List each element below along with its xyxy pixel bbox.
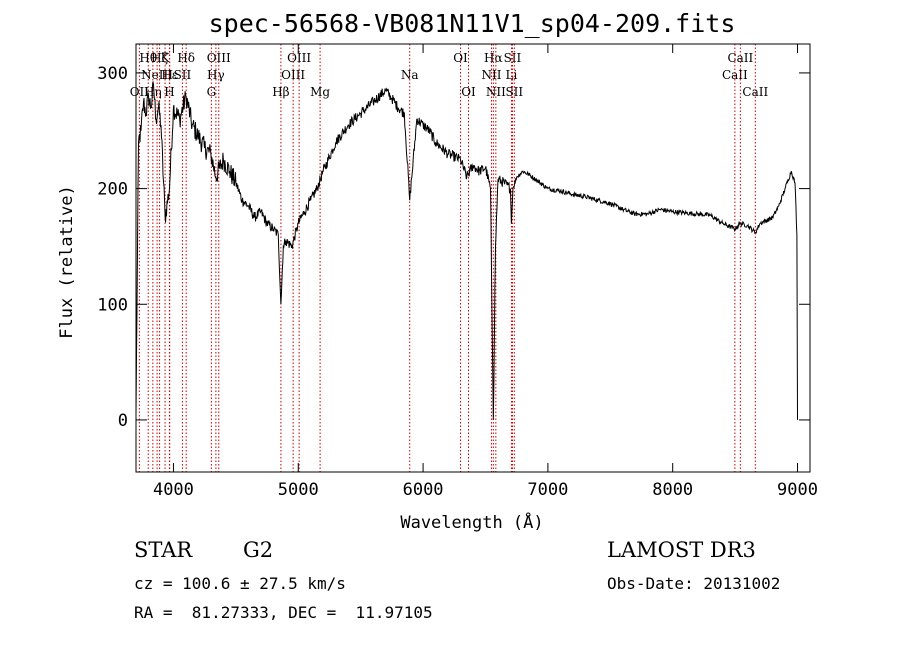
object-class: STAR: [134, 538, 193, 562]
y-tick-label: 100: [97, 295, 128, 315]
line-marker-label: CaII: [727, 51, 753, 65]
line-marker-label: OIII: [207, 51, 231, 65]
line-marker-label: OI: [453, 51, 468, 65]
line-marker-label: OIII: [287, 51, 311, 65]
spectral-line-markers: OIIHθHηNeIIIHζKHεHSIIHδGHγOIIIHβOIIIOIII…: [130, 44, 768, 472]
line-marker-label: Na: [401, 68, 419, 82]
spectrum-series: [135, 81, 798, 420]
survey-name: LAMOST DR3: [607, 538, 756, 562]
spectrum-line: [135, 81, 798, 420]
line-marker-label: Hγ: [207, 68, 225, 82]
line-marker-label: Li: [506, 68, 518, 82]
plot-frame: [135, 43, 811, 473]
line-marker-label: NII: [481, 68, 501, 82]
x-tick-label: 7000: [527, 480, 568, 500]
x-tick-label: 6000: [403, 480, 444, 500]
line-marker-label: K: [161, 51, 171, 65]
x-axis-label: Wavelength (Å): [400, 511, 543, 533]
redshift-text: cz = 100.6 ± 27.5 km/s: [134, 574, 346, 593]
line-marker-label: Mg: [310, 85, 330, 99]
y-tick-label: 0: [118, 411, 128, 431]
line-marker-label: Hε: [161, 68, 178, 82]
line-marker-label: SII: [505, 85, 523, 99]
line-marker-label: OIII: [281, 68, 305, 82]
line-marker-label: Hβ: [272, 85, 289, 99]
line-marker-label: CaII: [722, 68, 748, 82]
line-marker-label: Hδ: [177, 51, 195, 65]
line-marker-label: Hα: [484, 51, 503, 65]
line-marker-label: Hζ: [151, 51, 168, 65]
line-marker-label: NII: [486, 85, 506, 99]
x-tick-label: 8000: [652, 480, 693, 500]
y-tick-label: 300: [97, 64, 128, 84]
obs-date: Obs-Date: 20131002: [607, 574, 781, 593]
x-tick-label: 5000: [278, 480, 319, 500]
line-marker-label: NeIII: [141, 68, 173, 82]
line-marker-label: SII: [504, 51, 522, 65]
y-axis-label: Flux (relative): [57, 185, 77, 339]
axes: 4000 5000 6000 7000 8000 9000 0 100 200 300: [97, 44, 818, 500]
y-tick-label: 200: [97, 180, 128, 200]
line-marker-label: OI: [461, 85, 476, 99]
line-marker-label: OII: [130, 85, 150, 99]
line-marker-label: G: [207, 85, 217, 99]
subclass: G2: [243, 538, 274, 562]
line-marker-label: CaII: [742, 85, 768, 99]
x-tick-label: 9000: [777, 480, 818, 500]
line-marker-label: SII: [174, 68, 192, 82]
coordinates-text: RA = 81.27333, DEC = 11.97105: [134, 603, 433, 622]
chart-title: spec-56568-VB081N11V1_sp04-209.fits: [209, 9, 736, 38]
line-marker-label: H: [164, 85, 174, 99]
x-tick-label: 4000: [153, 480, 194, 500]
